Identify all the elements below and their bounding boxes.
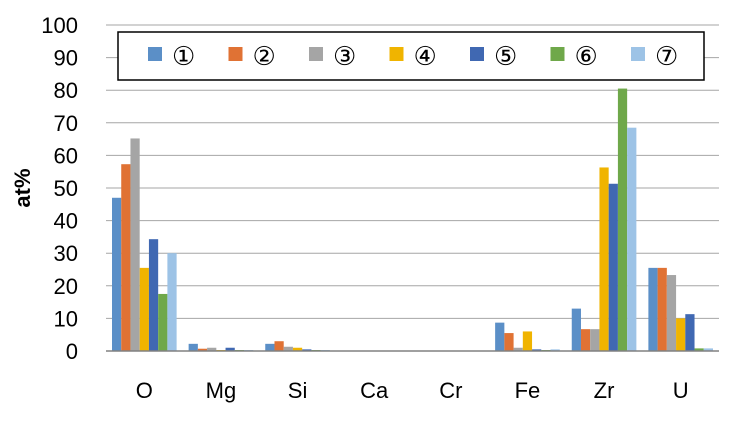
bar bbox=[302, 349, 312, 351]
legend-swatch bbox=[309, 47, 323, 61]
legend-label: ⑦ bbox=[655, 42, 678, 72]
bar bbox=[648, 267, 658, 351]
legend-swatch bbox=[148, 47, 162, 61]
legend-swatch bbox=[470, 47, 484, 61]
legend-label: ⑥ bbox=[575, 42, 598, 72]
bar bbox=[188, 343, 198, 351]
bar bbox=[676, 318, 686, 351]
legend-label: ① bbox=[172, 42, 195, 72]
legend-label: ④ bbox=[414, 42, 437, 72]
y-tick-label: 70 bbox=[54, 111, 78, 136]
x-tick-label: Fe bbox=[515, 378, 541, 403]
bar bbox=[112, 197, 122, 351]
bar bbox=[274, 341, 284, 351]
bar bbox=[550, 349, 560, 351]
legend: ① ② ③ ④ ⑤ ⑥ ⑦ bbox=[117, 31, 705, 81]
legend-label: ② bbox=[253, 42, 276, 72]
x-axis-ticks: O Mg Si Ca Cr Fe Zr U bbox=[136, 378, 689, 403]
legend-box bbox=[117, 31, 705, 81]
x-tick-label: U bbox=[673, 378, 689, 403]
y-tick-label: 20 bbox=[54, 274, 78, 299]
bar bbox=[666, 275, 677, 351]
bar bbox=[504, 333, 514, 351]
bar bbox=[121, 164, 131, 351]
legend-swatch bbox=[228, 47, 243, 61]
y-tick-label: 100 bbox=[41, 13, 78, 38]
y-axis-ticks: 0 10 20 30 40 50 60 70 80 90 100 bbox=[41, 13, 78, 364]
y-tick-label: 80 bbox=[54, 78, 78, 103]
x-tick-label: Si bbox=[288, 378, 308, 403]
bar bbox=[148, 239, 159, 351]
bar bbox=[657, 267, 667, 351]
x-tick-label: Mg bbox=[206, 378, 237, 403]
y-tick-label: 30 bbox=[54, 241, 78, 266]
legend-swatch bbox=[389, 47, 404, 61]
bar bbox=[694, 348, 704, 351]
bar bbox=[207, 347, 217, 351]
bar bbox=[532, 349, 542, 351]
y-tick-label: 50 bbox=[54, 176, 78, 201]
bar bbox=[522, 331, 533, 351]
x-tick-label: Ca bbox=[360, 378, 389, 403]
bar bbox=[590, 329, 600, 351]
bar bbox=[495, 322, 505, 351]
legend-label: ⑤ bbox=[494, 42, 517, 72]
bar bbox=[685, 314, 695, 351]
bar bbox=[225, 347, 235, 351]
y-tick-label: 0 bbox=[66, 339, 78, 364]
bar bbox=[130, 138, 140, 351]
bars bbox=[112, 88, 713, 351]
legend-swatch bbox=[550, 47, 565, 61]
y-tick-label: 60 bbox=[54, 143, 78, 168]
bar bbox=[139, 267, 149, 351]
bar bbox=[580, 329, 591, 351]
legend-swatch bbox=[631, 47, 645, 61]
bar bbox=[599, 167, 609, 351]
y-tick-label: 90 bbox=[54, 46, 78, 71]
bar bbox=[292, 347, 303, 351]
bar bbox=[513, 347, 523, 351]
bar bbox=[265, 343, 275, 351]
bar bbox=[617, 88, 628, 351]
bar bbox=[627, 127, 637, 351]
bar bbox=[283, 346, 293, 351]
y-tick-label: 10 bbox=[54, 306, 78, 331]
y-axis-label: at% bbox=[10, 168, 35, 207]
bar bbox=[167, 253, 177, 351]
bar bbox=[158, 293, 168, 351]
x-tick-label: O bbox=[136, 378, 153, 403]
bar bbox=[571, 308, 581, 351]
bar bbox=[197, 348, 208, 351]
y-tick-label: 40 bbox=[54, 209, 78, 234]
bar bbox=[608, 183, 618, 351]
x-tick-label: Cr bbox=[439, 378, 462, 403]
legend-label: ③ bbox=[333, 42, 356, 72]
bar bbox=[703, 348, 713, 351]
x-tick-label: Zr bbox=[594, 378, 615, 403]
